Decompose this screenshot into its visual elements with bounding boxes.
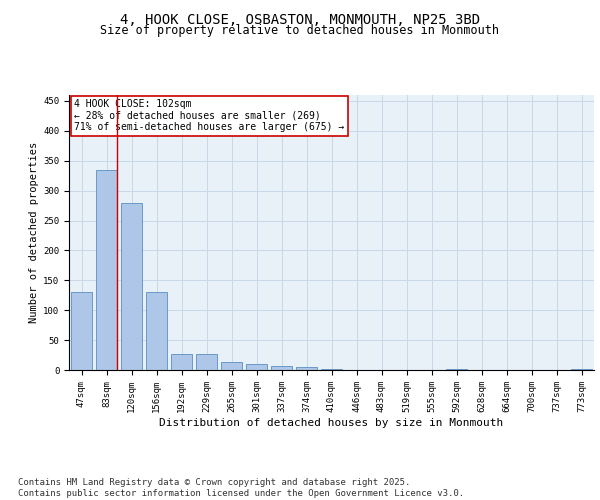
Bar [446, 369, 467, 370]
Bar [171, 354, 192, 370]
Bar [196, 354, 217, 370]
Bar [71, 292, 92, 370]
Bar [246, 364, 267, 370]
Bar [221, 362, 242, 370]
Bar [571, 369, 592, 370]
Text: Contains HM Land Registry data © Crown copyright and database right 2025.
Contai: Contains HM Land Registry data © Crown c… [18, 478, 464, 498]
Bar [146, 292, 167, 370]
X-axis label: Distribution of detached houses by size in Monmouth: Distribution of detached houses by size … [160, 418, 503, 428]
Bar [271, 366, 292, 370]
Text: Size of property relative to detached houses in Monmouth: Size of property relative to detached ho… [101, 24, 499, 37]
Y-axis label: Number of detached properties: Number of detached properties [29, 142, 39, 323]
Bar [321, 369, 342, 370]
Text: 4 HOOK CLOSE: 102sqm
← 28% of detached houses are smaller (269)
71% of semi-deta: 4 HOOK CLOSE: 102sqm ← 28% of detached h… [74, 99, 344, 132]
Bar [121, 202, 142, 370]
Bar [96, 170, 117, 370]
Text: 4, HOOK CLOSE, OSBASTON, MONMOUTH, NP25 3BD: 4, HOOK CLOSE, OSBASTON, MONMOUTH, NP25 … [120, 12, 480, 26]
Bar [296, 367, 317, 370]
